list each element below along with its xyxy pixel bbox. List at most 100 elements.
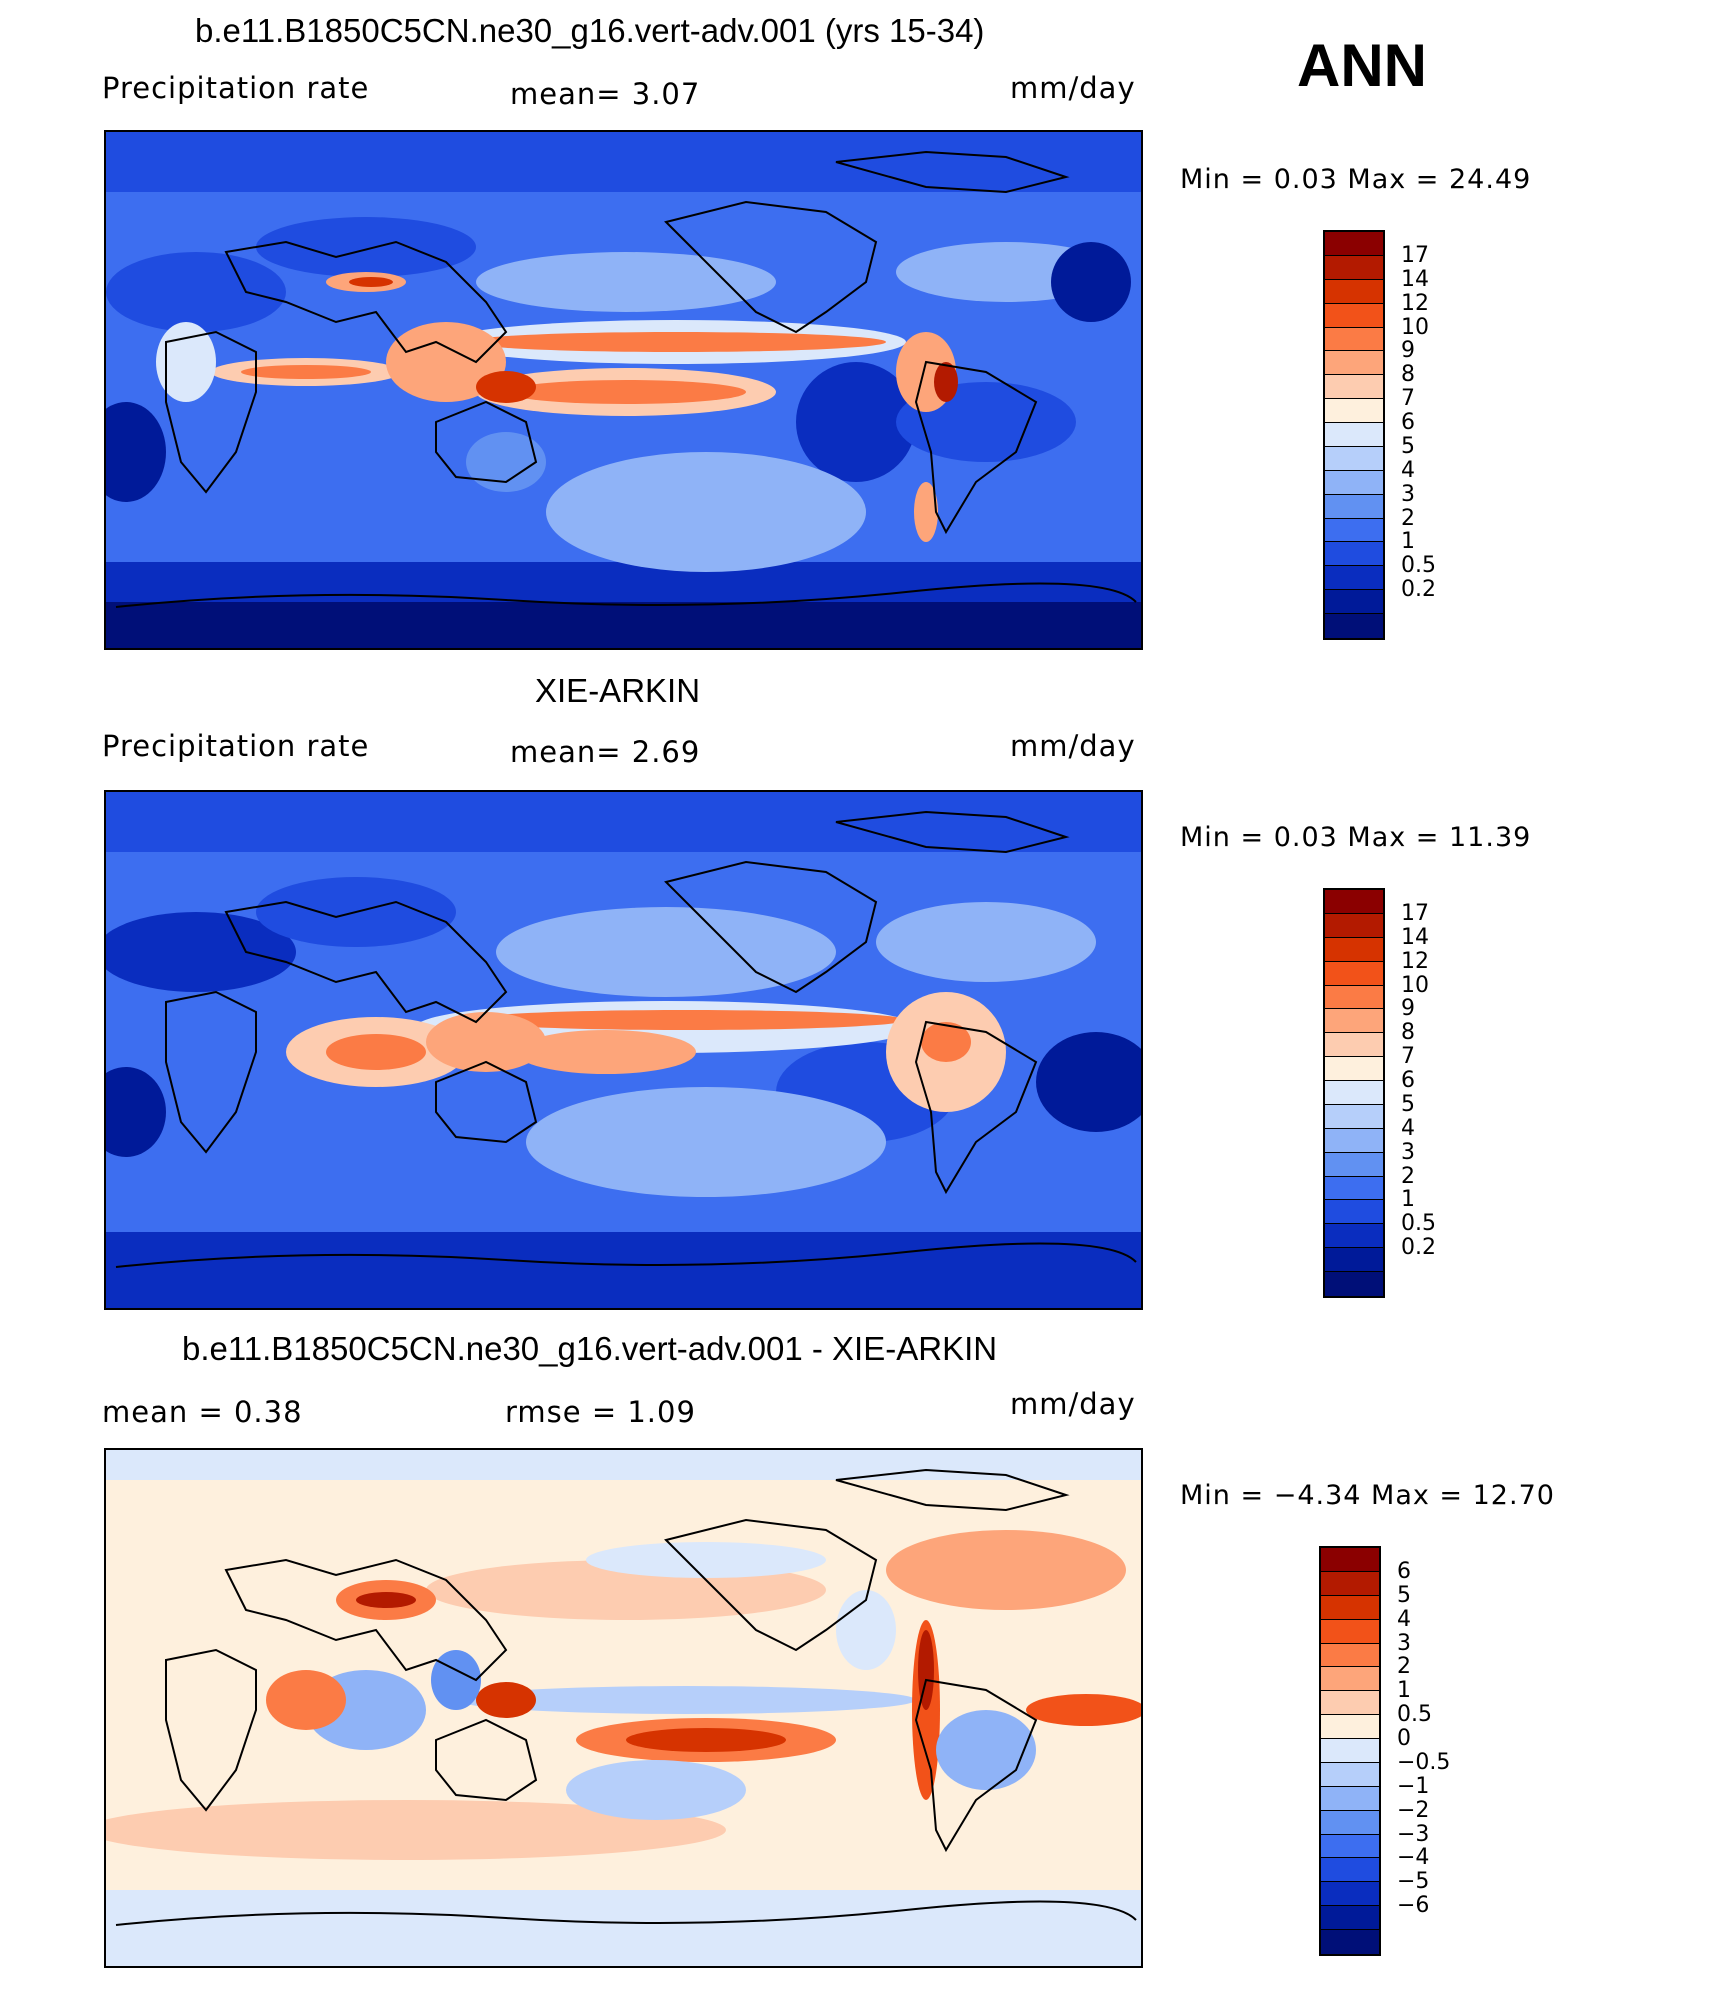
colorbar-swatch — [1325, 961, 1383, 986]
panel-2-colorbar — [1323, 888, 1385, 1298]
colorbar-swatch — [1325, 1272, 1383, 1296]
panel-2-map — [104, 790, 1143, 1310]
panel-1-map-svg — [106, 132, 1141, 648]
panel-2-map-svg — [106, 792, 1141, 1308]
colorbar-swatch — [1325, 399, 1383, 423]
colorbar-swatch — [1325, 1009, 1383, 1034]
colorbar-tick-label: 3 — [1401, 481, 1415, 507]
colorbar-tick-label: 9 — [1401, 338, 1415, 364]
colorbar-tick-label: 5 — [1397, 1582, 1411, 1608]
colorbar-tick-label: 0.2 — [1401, 577, 1436, 603]
colorbar-swatch — [1325, 494, 1383, 519]
colorbar-swatch — [1321, 1643, 1379, 1668]
colorbar-tick-label: 8 — [1401, 1020, 1415, 1046]
panel-2-minmax: Min = 0.03 Max = 11.39 — [1180, 822, 1532, 853]
colorbar-swatch — [1321, 1595, 1379, 1620]
colorbar-swatch — [1325, 327, 1383, 352]
colorbar-tick-label: 6 — [1401, 1068, 1415, 1094]
colorbar-swatch — [1325, 446, 1383, 471]
colorbar-tick-label: 17 — [1401, 242, 1429, 268]
colorbar-swatch — [1325, 375, 1383, 400]
colorbar-tick-label: 10 — [1401, 314, 1429, 340]
colorbar-swatch — [1325, 1152, 1383, 1177]
colorbar-tick-label: −1 — [1397, 1773, 1430, 1799]
colorbar-tick-label: 6 — [1397, 1558, 1411, 1584]
colorbar-swatch — [1321, 1810, 1379, 1835]
colorbar-tick-label: 17 — [1401, 900, 1429, 926]
colorbar-tick-label: −4 — [1397, 1845, 1430, 1871]
panel-3-title: b.e11.B1850C5CN.ne30_g16.vert-adv.001 - … — [182, 1330, 998, 1367]
colorbar-tick-label: 0.5 — [1397, 1702, 1432, 1728]
colorbar-swatch — [1325, 1200, 1383, 1225]
colorbar-swatch — [1325, 1057, 1383, 1081]
colorbar-tick-label: 12 — [1401, 290, 1429, 316]
panel-2-title: XIE-ARKIN — [535, 672, 701, 709]
colorbar-swatch — [1321, 1739, 1379, 1763]
colorbar-swatch — [1325, 1033, 1383, 1058]
colorbar-tick-label: 0.5 — [1401, 1211, 1436, 1237]
colorbar-swatch — [1325, 614, 1383, 638]
colorbar-tick-label: 2 — [1401, 505, 1415, 531]
colorbar-swatch — [1321, 1691, 1379, 1716]
colorbar-swatch — [1321, 1930, 1379, 1954]
colorbar-tick-label: −0.5 — [1397, 1749, 1451, 1775]
colorbar-tick-label: −2 — [1397, 1797, 1430, 1823]
colorbar-tick-label: 1 — [1401, 529, 1415, 555]
colorbar-swatch — [1321, 1834, 1379, 1859]
panel-2-units-label: mm/day — [1010, 729, 1136, 763]
panel-1-variable-label: Precipitation rate — [102, 71, 370, 105]
panel-3-rmse-label: rmse = 1.09 — [505, 1395, 696, 1429]
colorbar-tick-label: 1 — [1401, 1187, 1415, 1213]
colorbar-tick-label: 7 — [1401, 386, 1415, 412]
colorbar-tick-label: 5 — [1401, 1091, 1415, 1117]
colorbar-swatch — [1325, 423, 1383, 447]
colorbar-swatch — [1321, 1762, 1379, 1787]
colorbar-tick-label: 0.5 — [1401, 553, 1436, 579]
panel-2-variable-label: Precipitation rate — [102, 729, 370, 763]
colorbar-tick-label: 14 — [1401, 924, 1429, 950]
season-label: ANN — [1297, 32, 1427, 99]
colorbar-swatch — [1325, 470, 1383, 495]
panel-2-mean-label: mean= 2.69 — [510, 735, 701, 769]
panel-3-minmax: Min = −4.34 Max = 12.70 — [1180, 1480, 1555, 1511]
colorbar-tick-label: 1 — [1397, 1678, 1411, 1704]
colorbar-tick-label: 2 — [1397, 1654, 1411, 1680]
colorbar-swatch — [1325, 1081, 1383, 1105]
colorbar-swatch — [1325, 232, 1383, 256]
colorbar-tick-label: −6 — [1397, 1893, 1430, 1919]
colorbar-swatch — [1325, 255, 1383, 280]
colorbar-tick-label: 9 — [1401, 996, 1415, 1022]
colorbar-swatch — [1321, 1858, 1379, 1883]
panel-1-mean-label: mean= 3.07 — [510, 77, 701, 111]
colorbar-swatch — [1325, 1248, 1383, 1272]
colorbar-swatch — [1321, 1548, 1379, 1572]
colorbar-swatch — [1325, 1128, 1383, 1153]
colorbar-swatch — [1325, 1224, 1383, 1249]
colorbar-swatch — [1321, 1786, 1379, 1811]
panel-1-units-label: mm/day — [1010, 71, 1136, 105]
panel-3-map — [104, 1448, 1143, 1968]
colorbar-tick-label: 3 — [1397, 1630, 1411, 1656]
colorbar-tick-label: 4 — [1401, 457, 1415, 483]
colorbar-swatch — [1321, 1715, 1379, 1739]
panel-1-colorbar — [1323, 230, 1385, 640]
colorbar-swatch — [1321, 1571, 1379, 1596]
colorbar-tick-label: 0.2 — [1401, 1235, 1436, 1261]
colorbar-tick-label: 2 — [1401, 1163, 1415, 1189]
colorbar-swatch — [1321, 1667, 1379, 1692]
colorbar-tick-label: 0 — [1397, 1726, 1411, 1752]
colorbar-swatch — [1325, 1104, 1383, 1129]
panel-3-map-svg — [106, 1450, 1141, 1966]
panel-1-minmax: Min = 0.03 Max = 24.49 — [1180, 164, 1532, 195]
colorbar-swatch — [1325, 590, 1383, 614]
colorbar-tick-label: 5 — [1401, 433, 1415, 459]
colorbar-tick-label: 6 — [1401, 410, 1415, 436]
panel-3-mean-label: mean = 0.38 — [102, 1395, 303, 1429]
colorbar-tick-label: 8 — [1401, 362, 1415, 388]
panel-3-colorbar — [1319, 1546, 1381, 1956]
colorbar-swatch — [1325, 518, 1383, 543]
colorbar-swatch — [1325, 279, 1383, 304]
colorbar-swatch — [1321, 1906, 1379, 1930]
colorbar-tick-label: −3 — [1397, 1821, 1430, 1847]
